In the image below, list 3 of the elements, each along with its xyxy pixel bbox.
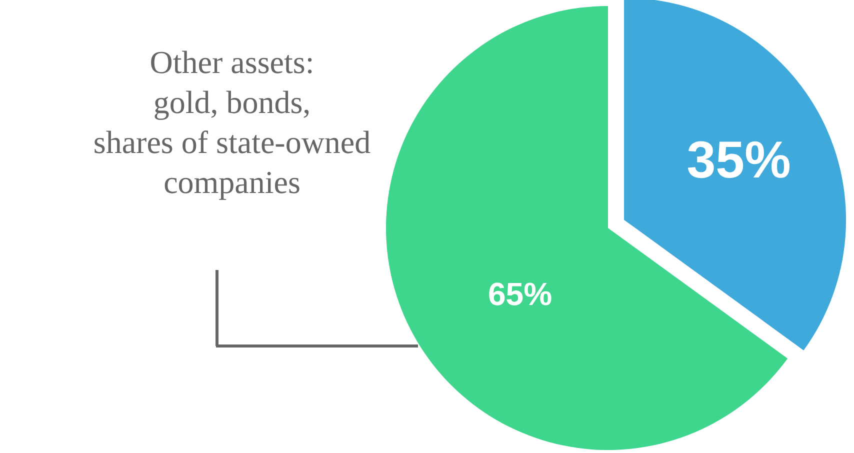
data-label: 65% xyxy=(488,276,552,312)
data-label: 35% xyxy=(686,131,791,190)
slice-label: Other assets: gold, bonds, shares of state-owned companies xyxy=(93,44,371,200)
